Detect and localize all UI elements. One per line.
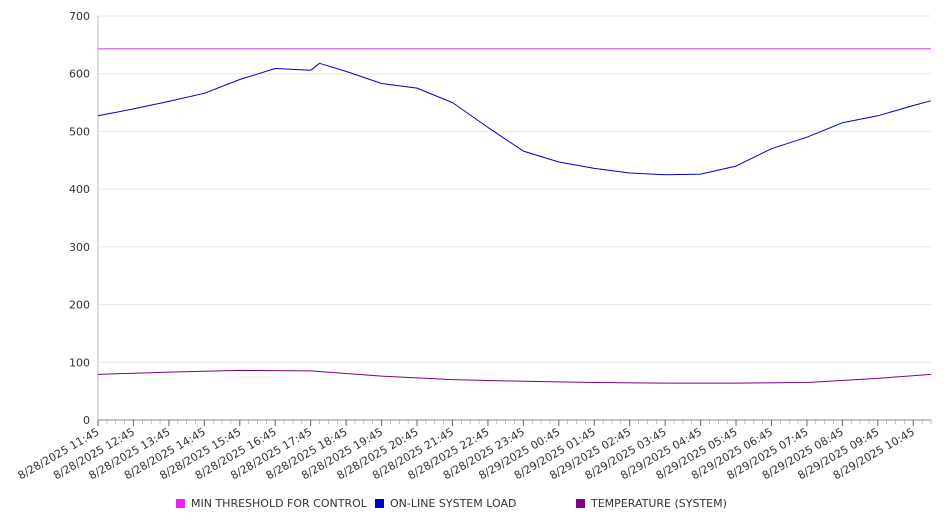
y-tick-label: 400 — [69, 183, 90, 196]
y-tick-label: 0 — [83, 414, 90, 427]
temperature-line — [97, 369, 932, 384]
y-tick-label: 100 — [69, 356, 90, 369]
legend-label: ON-LINE SYSTEM LOAD — [390, 497, 517, 510]
legend-item: TEMPERATURE (SYSTEM) — [576, 497, 727, 510]
system-load-line — [97, 62, 932, 176]
legend-label: MIN THRESHOLD FOR CONTROL — [191, 497, 367, 510]
y-tick-label: 600 — [69, 68, 90, 81]
y-tick-label: 300 — [69, 241, 90, 254]
y-tick-label: 200 — [69, 299, 90, 312]
legend-swatch — [375, 499, 384, 508]
legend-swatch — [576, 499, 585, 508]
y-tick-label: 700 — [69, 10, 90, 23]
legend-label: TEMPERATURE (SYSTEM) — [591, 497, 727, 510]
legend: MIN THRESHOLD FOR CONTROL ON-LINE SYSTEM … — [0, 497, 946, 515]
legend-item: MIN THRESHOLD FOR CONTROL — [176, 497, 367, 510]
legend-item: ON-LINE SYSTEM LOAD — [375, 497, 516, 510]
legend-swatch — [176, 499, 185, 508]
y-tick-label: 500 — [69, 125, 90, 138]
